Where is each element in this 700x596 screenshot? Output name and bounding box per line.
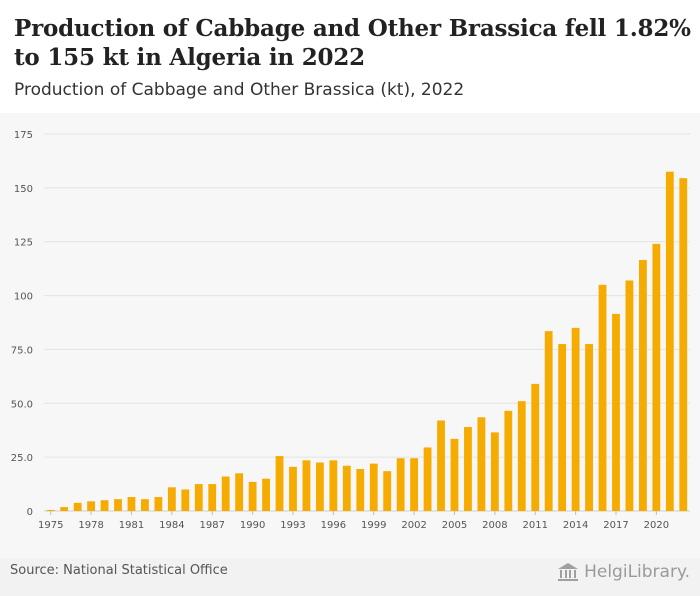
helgi-library-logo: HelgiLibrary. (556, 561, 690, 583)
grid-lines (44, 133, 690, 512)
bar-1995 (315, 462, 324, 511)
bar-2004 (437, 420, 445, 511)
bar-2000 (383, 471, 392, 511)
bar-1992 (275, 456, 284, 511)
bar-1981 (127, 497, 136, 511)
bar-2005 (450, 438, 459, 511)
bar-2016 (598, 284, 607, 511)
bar-1984 (167, 487, 176, 511)
x-tick-label: 1981 (119, 520, 144, 531)
x-axis-ticks: 1975 1978 1981 1984 1987 1990 1993 1996 1999 2002… (38, 511, 669, 531)
chart-subtitle: Production of Cabbage and Other Brassica… (14, 80, 465, 100)
x-tick-label: 1990 (240, 520, 265, 531)
bar-2018 (625, 280, 634, 511)
bar-1989 (235, 473, 244, 511)
bar-2003 (423, 447, 432, 511)
y-tick-label: 150 (14, 184, 33, 195)
bar-2011 (531, 383, 540, 511)
x-tick-label: 2008 (482, 520, 507, 531)
source-note: Source: National Statistical Office (10, 563, 228, 578)
bar-1978 (87, 501, 96, 511)
x-tick-label: 2020 (644, 520, 669, 531)
x-tick-label: 2005 (442, 520, 467, 531)
x-tick-label: 1978 (78, 520, 103, 531)
x-tick-label: 1987 (200, 520, 225, 531)
bar-2017 (612, 313, 620, 511)
y-tick-label: 0 (27, 507, 33, 518)
bar-2009 (504, 410, 513, 511)
x-tick-label: 1996 (321, 520, 346, 531)
bar-1998 (356, 468, 365, 511)
bar-1977 (73, 502, 82, 511)
x-tick-label: 2011 (523, 520, 548, 531)
header: Production of Cabbage and Other Brassica… (0, 0, 700, 113)
y-tick-label: 125 (14, 238, 33, 249)
bar-1991 (262, 478, 270, 511)
bar-1994 (302, 460, 311, 511)
bar-1983 (154, 497, 163, 511)
x-tick-label: 2002 (401, 520, 426, 531)
bar-2010 (517, 401, 526, 511)
bar-2007 (477, 417, 486, 511)
library-building-icon (558, 563, 579, 581)
bar-1985 (181, 489, 190, 511)
bar-1987 (208, 484, 217, 511)
x-tick-label: 1984 (159, 520, 184, 531)
bar-2022 (679, 178, 688, 511)
bar-2008 (490, 432, 499, 511)
bar-2015 (585, 344, 593, 511)
logo-text: HelgiLibrary. (584, 562, 690, 582)
bar-2021 (665, 171, 674, 511)
chart-title: Production of Cabbage and Other Brassica… (14, 15, 691, 71)
bar-1996 (329, 460, 338, 511)
x-tick-label: 2017 (603, 520, 628, 531)
bar-1999 (369, 463, 378, 511)
y-tick-label: 175 (14, 130, 33, 141)
bar-2014 (571, 327, 580, 511)
x-tick-label: 1975 (38, 520, 63, 531)
y-tick-label: 100 (14, 292, 33, 303)
bars (46, 171, 688, 511)
bar-1986 (194, 484, 203, 511)
y-axis-ticks: 0 25.0 50.0 75.0 100 125 150 175 (11, 130, 33, 518)
bar-2012 (544, 331, 553, 511)
bar-1975 (46, 509, 55, 511)
bar-1979 (100, 500, 109, 511)
bar-1997 (342, 465, 351, 511)
bar-2006 (464, 426, 472, 511)
x-tick-label: 2014 (563, 520, 588, 531)
bar-1988 (221, 476, 230, 511)
bar-1993 (289, 466, 297, 511)
bar-1976 (60, 507, 69, 511)
y-tick-label: 50.0 (11, 399, 33, 410)
bar-1990 (248, 481, 257, 511)
y-tick-label: 75.0 (11, 345, 33, 356)
bar-1980 (114, 499, 122, 511)
bar-2002 (410, 458, 419, 511)
bar-2019 (638, 260, 647, 511)
x-tick-label: 1999 (361, 520, 386, 531)
bar-2001 (396, 458, 405, 511)
bar-2020 (652, 243, 661, 511)
y-tick-label: 25.0 (11, 453, 33, 464)
x-tick-label: 1993 (280, 520, 305, 531)
bar-1982 (141, 499, 149, 511)
bar-2013 (558, 344, 567, 511)
